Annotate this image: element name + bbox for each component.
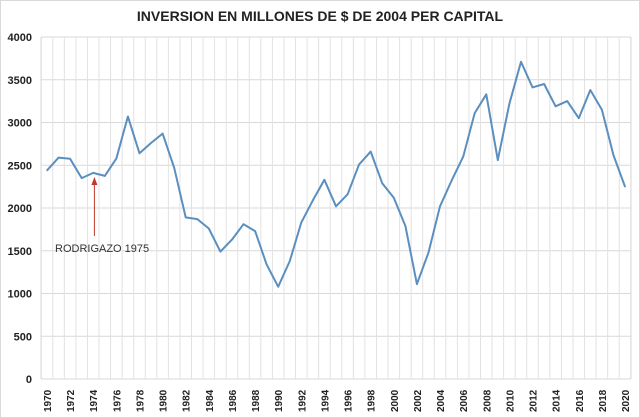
y-tick-label: 1000 bbox=[8, 289, 32, 301]
x-tick-label: 2020 bbox=[621, 389, 632, 412]
data-point bbox=[92, 172, 95, 174]
data-point bbox=[219, 250, 222, 253]
data-point bbox=[577, 117, 580, 120]
data-point bbox=[127, 115, 129, 118]
data-point bbox=[265, 263, 268, 266]
x-tick-label: 1988 bbox=[251, 389, 262, 412]
x-tick-label: 1986 bbox=[228, 389, 239, 412]
data-point bbox=[358, 163, 360, 166]
data-point bbox=[231, 238, 233, 241]
data-point bbox=[115, 157, 118, 160]
x-tick-label: 1982 bbox=[182, 389, 193, 412]
x-tick-label: 1994 bbox=[320, 389, 331, 412]
y-tick-label: 3500 bbox=[8, 75, 32, 87]
data-point bbox=[612, 154, 615, 156]
data-point bbox=[46, 169, 48, 172]
data-point bbox=[473, 112, 476, 114]
data-point bbox=[416, 283, 418, 285]
y-tick-label: 2000 bbox=[8, 203, 32, 215]
data-point bbox=[450, 179, 453, 182]
y-axis: 0 500 1000 1500 2000 2500 3000 3500 4000 bbox=[8, 32, 32, 386]
data-point bbox=[104, 175, 106, 177]
data-point bbox=[531, 86, 534, 89]
x-tick-label: 2010 bbox=[505, 389, 516, 412]
gridlines bbox=[40, 36, 632, 380]
y-tick-label: 1500 bbox=[8, 246, 32, 258]
x-tick-label: 2012 bbox=[529, 389, 540, 412]
annotation-arrowhead bbox=[91, 177, 98, 185]
y-tick-label: 2500 bbox=[8, 160, 32, 172]
data-point bbox=[150, 142, 152, 144]
x-tick-label: 1998 bbox=[367, 389, 378, 412]
data-point bbox=[381, 182, 384, 185]
data-point bbox=[312, 199, 314, 202]
x-tick-label: 2004 bbox=[436, 389, 447, 412]
x-tick-label: 1996 bbox=[344, 389, 355, 412]
data-point bbox=[161, 132, 164, 135]
data-point bbox=[80, 177, 83, 179]
data-point bbox=[242, 223, 245, 226]
data-point bbox=[554, 105, 557, 108]
data-point bbox=[254, 230, 256, 232]
data-point bbox=[624, 185, 626, 188]
data-point bbox=[277, 285, 280, 288]
y-tick-label: 3000 bbox=[8, 118, 32, 130]
data-point bbox=[335, 205, 337, 208]
data-point bbox=[173, 167, 175, 169]
data-point bbox=[497, 159, 499, 161]
x-tick-label: 1980 bbox=[159, 389, 170, 412]
x-tick-label: 2000 bbox=[390, 389, 401, 412]
data-point bbox=[300, 221, 303, 224]
data-point bbox=[601, 108, 603, 111]
y-tick-label: 0 bbox=[26, 374, 32, 386]
x-tick-label: 1972 bbox=[66, 389, 77, 412]
y-tick-label: 4000 bbox=[8, 32, 32, 44]
annotation-label: RODRIGAZO 1975 bbox=[55, 243, 149, 255]
data-point bbox=[508, 102, 511, 105]
data-point bbox=[543, 83, 545, 85]
data-point bbox=[69, 158, 71, 160]
x-tick-label: 2002 bbox=[413, 389, 424, 412]
data-point bbox=[184, 216, 187, 219]
x-axis: 1970 1972 1974 1976 1978 1980 1982 1984 1986 1988… bbox=[43, 389, 632, 412]
data-point bbox=[427, 251, 430, 254]
x-tick-label: 1974 bbox=[89, 389, 100, 412]
x-tick-label: 2016 bbox=[575, 389, 586, 412]
x-tick-label: 1992 bbox=[297, 389, 308, 412]
x-tick-label: 1978 bbox=[135, 389, 146, 412]
data-point bbox=[462, 155, 464, 158]
x-tick-label: 1984 bbox=[205, 389, 216, 412]
x-tick-label: 2008 bbox=[482, 389, 493, 412]
data-point bbox=[369, 150, 372, 153]
annotations: RODRIGAZO 1975 bbox=[55, 177, 149, 255]
x-tick-label: 1990 bbox=[274, 389, 285, 412]
data-point bbox=[520, 60, 522, 63]
data-point bbox=[485, 93, 488, 96]
data-point bbox=[393, 196, 395, 199]
data-point bbox=[589, 89, 592, 91]
chart-title: INVERSION EN MILLONES DE $ DE 2004 PER C… bbox=[136, 8, 504, 24]
data-point bbox=[404, 225, 407, 227]
x-tick-label: 2018 bbox=[598, 389, 609, 412]
data-point bbox=[439, 205, 441, 208]
data-point bbox=[323, 178, 326, 181]
data-point bbox=[208, 227, 210, 230]
data-point bbox=[288, 260, 291, 262]
y-tick-label: 500 bbox=[14, 331, 32, 343]
data-point bbox=[196, 218, 199, 220]
x-tick-label: 1976 bbox=[112, 389, 123, 412]
data-point bbox=[346, 193, 349, 196]
data-point bbox=[566, 100, 568, 102]
x-tick-label: 2006 bbox=[459, 389, 470, 412]
x-tick-label: 1970 bbox=[43, 389, 54, 412]
series-layer bbox=[46, 60, 626, 288]
data-point bbox=[57, 156, 60, 159]
data-point bbox=[138, 152, 141, 155]
x-tick-label: 2014 bbox=[552, 389, 563, 412]
